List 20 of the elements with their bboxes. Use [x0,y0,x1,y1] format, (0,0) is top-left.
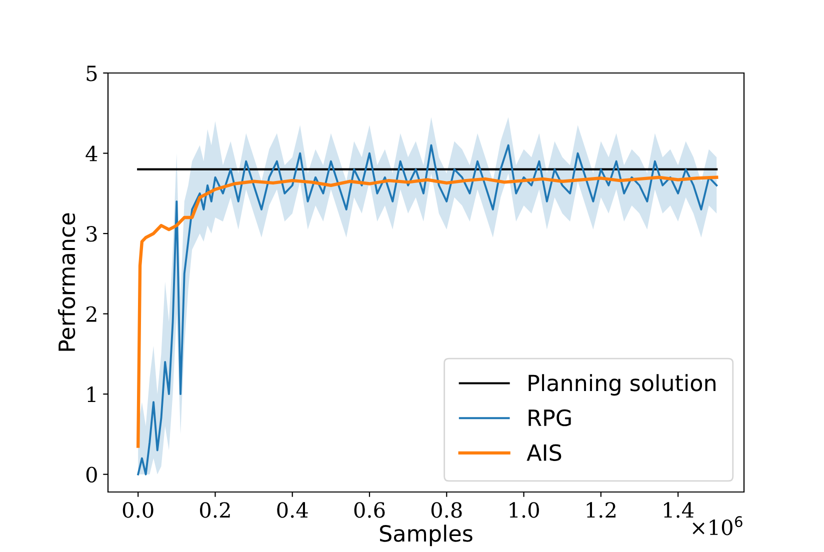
legend-label: AIS [526,444,562,462]
x-tick-label: 0.0 [122,502,154,518]
x-tick-label: 0.8 [431,502,462,518]
legend-label: RPG [528,409,571,426]
x-tick-label: 1.4 [664,502,694,518]
y-tick-label: 1 [88,386,96,402]
x-tick-label: 1.2 [586,502,616,518]
y-tick-label: 3 [86,226,97,242]
x-tick-label: 1.0 [510,502,539,518]
x-tick-label: 0.2 [200,502,230,518]
y-tick-label: 2 [86,306,96,322]
y-tick-label: 4 [86,146,98,162]
x-tick-label: 0.4 [277,502,308,518]
x-tick-label: 0.6 [354,502,385,518]
y-tick-label: 5 [86,66,97,82]
text: ×10$^{6}$ [692,516,742,536]
legend-label: Planning solution [528,374,716,396]
y-tick-label: 0 [86,466,97,483]
x-axis-title: Samples [380,524,472,546]
y-axis-title: Performance [58,213,76,351]
